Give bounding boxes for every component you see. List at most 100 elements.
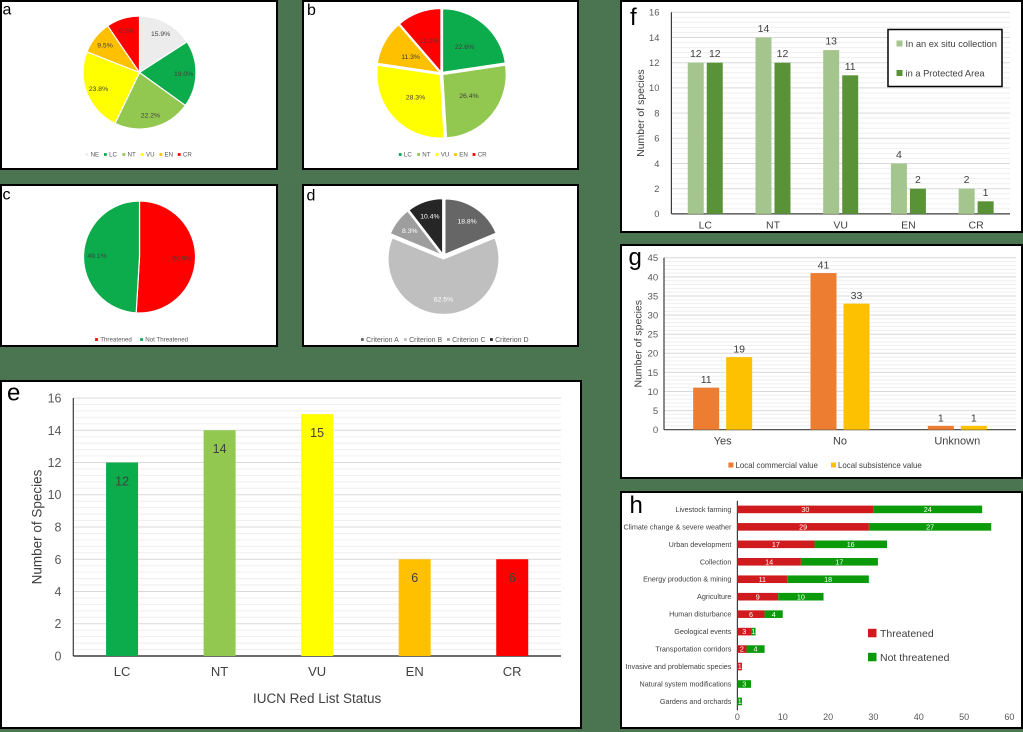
- svg-text:Local commercial value: Local commercial value: [736, 461, 819, 470]
- svg-text:1: 1: [738, 662, 742, 671]
- svg-text:11.3%: 11.3%: [401, 54, 420, 61]
- svg-text:IUCN Red List Status: IUCN Red List Status: [253, 691, 382, 706]
- svg-text:9.5%: 9.5%: [119, 28, 135, 35]
- svg-text:g: g: [629, 246, 642, 271]
- svg-text:18: 18: [824, 575, 832, 584]
- svg-text:30: 30: [868, 712, 878, 722]
- svg-text:15: 15: [648, 368, 659, 379]
- svg-text:Not threatened: Not threatened: [880, 652, 950, 664]
- svg-text:Agriculture: Agriculture: [697, 592, 731, 601]
- svg-text:11: 11: [701, 374, 712, 386]
- svg-text:20: 20: [648, 349, 659, 360]
- svg-text:26.4%: 26.4%: [459, 93, 478, 100]
- svg-text:a: a: [3, 2, 12, 19]
- svg-text:CR: CR: [183, 152, 192, 159]
- svg-text:Number of species: Number of species: [633, 300, 645, 388]
- svg-text:33: 33: [851, 290, 863, 302]
- svg-text:LC: LC: [114, 664, 131, 679]
- svg-text:12: 12: [709, 48, 721, 60]
- svg-text:0: 0: [654, 209, 659, 219]
- svg-text:NT: NT: [766, 219, 781, 231]
- svg-text:10: 10: [48, 488, 62, 502]
- svg-text:50.9%: 50.9%: [172, 256, 191, 263]
- svg-text:12: 12: [777, 48, 789, 60]
- svg-text:4: 4: [772, 610, 776, 619]
- svg-text:11: 11: [759, 575, 766, 584]
- svg-text:4: 4: [654, 159, 659, 169]
- svg-text:NT: NT: [422, 152, 430, 159]
- svg-text:3: 3: [742, 627, 746, 636]
- svg-text:1: 1: [983, 187, 989, 199]
- svg-text:17: 17: [772, 540, 780, 549]
- svg-text:49.1%: 49.1%: [87, 253, 106, 260]
- svg-text:1: 1: [738, 697, 742, 706]
- svg-text:16: 16: [48, 392, 62, 406]
- svg-text:NE: NE: [91, 152, 100, 159]
- svg-text:24: 24: [924, 505, 932, 514]
- svg-text:Unknown: Unknown: [934, 436, 980, 448]
- svg-text:14: 14: [48, 424, 62, 438]
- svg-text:23.8%: 23.8%: [89, 86, 108, 93]
- svg-text:e: e: [7, 382, 20, 407]
- svg-text:VU: VU: [146, 152, 155, 159]
- svg-text:Urban development: Urban development: [669, 540, 732, 549]
- svg-text:Criterion D: Criterion D: [495, 337, 528, 344]
- svg-text:14: 14: [649, 33, 659, 43]
- svg-text:Criterion B: Criterion B: [409, 337, 442, 344]
- svg-text:Yes: Yes: [714, 436, 732, 448]
- svg-text:4: 4: [55, 585, 62, 599]
- svg-text:29: 29: [799, 523, 807, 532]
- svg-text:1: 1: [751, 627, 755, 636]
- svg-text:VU: VU: [441, 152, 450, 159]
- svg-text:VU: VU: [308, 664, 326, 679]
- svg-text:2: 2: [915, 174, 921, 186]
- svg-text:2: 2: [654, 184, 659, 194]
- svg-text:Livestock farming: Livestock farming: [675, 505, 731, 514]
- svg-text:NT: NT: [211, 664, 228, 679]
- svg-text:19.0%: 19.0%: [174, 71, 193, 78]
- svg-text:6: 6: [55, 553, 62, 567]
- svg-text:30: 30: [648, 311, 659, 322]
- svg-text:4: 4: [754, 645, 758, 654]
- svg-text:Local subsistence value: Local subsistence value: [838, 461, 922, 470]
- svg-text:17: 17: [835, 557, 843, 566]
- svg-text:10.4%: 10.4%: [420, 214, 439, 221]
- svg-text:13: 13: [825, 36, 837, 48]
- svg-text:35: 35: [648, 291, 659, 302]
- svg-text:Invasive and problematic speci: Invasive and problematic species: [626, 662, 732, 671]
- svg-text:In an ex situ collection: In an ex situ collection: [906, 39, 997, 49]
- svg-text:0: 0: [653, 425, 658, 436]
- svg-text:c: c: [3, 187, 11, 204]
- svg-text:2: 2: [740, 645, 744, 654]
- svg-text:10: 10: [648, 387, 659, 398]
- svg-text:0: 0: [55, 650, 62, 664]
- svg-text:8: 8: [55, 521, 62, 535]
- svg-text:14: 14: [213, 442, 227, 456]
- svg-text:8: 8: [654, 108, 659, 118]
- svg-text:Criterion A: Criterion A: [366, 337, 399, 344]
- svg-text:Climate change & severe weathe: Climate change & severe weather: [624, 522, 732, 531]
- svg-text:VU: VU: [833, 219, 848, 231]
- svg-text:2: 2: [964, 174, 970, 186]
- svg-text:19: 19: [733, 344, 745, 356]
- svg-text:10: 10: [797, 592, 805, 601]
- svg-text:Threatened: Threatened: [100, 337, 132, 344]
- svg-text:CR: CR: [969, 219, 985, 231]
- svg-text:6: 6: [509, 571, 516, 585]
- svg-text:in a Protected Area: in a Protected Area: [906, 68, 986, 78]
- svg-text:10: 10: [649, 83, 659, 93]
- svg-text:9: 9: [756, 592, 760, 601]
- svg-text:12: 12: [690, 48, 702, 60]
- svg-text:16: 16: [847, 540, 855, 549]
- svg-text:15: 15: [310, 426, 324, 440]
- svg-text:45: 45: [648, 253, 659, 264]
- svg-text:CR: CR: [478, 152, 487, 159]
- svg-text:15.9%: 15.9%: [151, 31, 170, 38]
- svg-text:f: f: [630, 4, 637, 31]
- svg-text:27: 27: [926, 523, 934, 532]
- svg-text:60: 60: [1004, 712, 1014, 722]
- svg-text:EN: EN: [406, 664, 424, 679]
- svg-text:14: 14: [765, 557, 773, 566]
- svg-text:22.2%: 22.2%: [141, 113, 160, 120]
- svg-text:62.5%: 62.5%: [434, 296, 453, 303]
